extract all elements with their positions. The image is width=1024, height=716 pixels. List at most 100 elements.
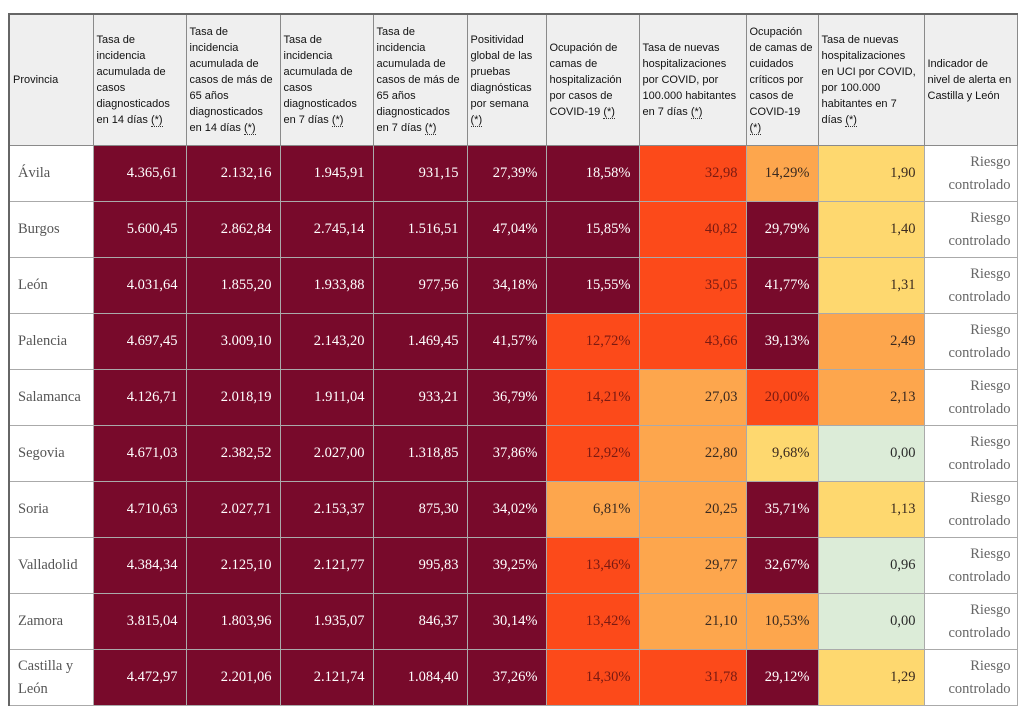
footnote-link[interactable]: (*): [243, 122, 256, 135]
indicator-cell: 12,92%: [545, 425, 640, 482]
indicator-cell: 0,00: [817, 425, 925, 482]
indicator-cell: 2.201,06: [185, 649, 281, 706]
indicator-cell: 2.121,77: [279, 537, 374, 594]
table-row: Salamanca 4.126,71 2.018,19 1.911,04 933,21 3…: [8, 369, 1018, 426]
indicator-cell: 6,81%: [545, 481, 640, 538]
indicator-cell: 13,46%: [545, 537, 640, 594]
alert-level-cell: Riesgo controlado: [923, 257, 1018, 314]
indicator-cell: 4.697,45: [92, 313, 187, 370]
alert-level-cell: Riesgo controlado: [923, 369, 1018, 426]
indicator-cell: 1.945,91: [279, 145, 374, 202]
indicator-cell: 29,12%: [745, 649, 819, 706]
alert-level-cell: Riesgo controlado: [923, 313, 1018, 370]
indicator-cell: 1.935,07: [279, 593, 374, 650]
footnote-link[interactable]: (*): [331, 114, 344, 127]
alert-level-cell: Riesgo controlado: [923, 481, 1018, 538]
indicator-cell: 1.803,96: [185, 593, 281, 650]
indicator-cell: 0,96: [817, 537, 925, 594]
indicator-cell: 47,04%: [466, 201, 547, 258]
footnote-link[interactable]: (*): [749, 122, 762, 135]
column-header-label: Tasa de incidencia acumulada de casos di…: [96, 34, 170, 126]
column-header: Positividad global de las pruebas diagnó…: [466, 13, 547, 146]
indicator-cell: 41,57%: [466, 313, 547, 370]
table-row: Zamora 3.815,04 1.803,96 1.935,07 846,37 30,1…: [8, 593, 1018, 650]
indicator-cell: 12,72%: [545, 313, 640, 370]
footnote-link[interactable]: (*): [424, 122, 437, 135]
footnote-link[interactable]: (*): [845, 114, 857, 127]
indicator-cell: 1,13: [817, 481, 925, 538]
indicator-cell: 22,80: [638, 425, 747, 482]
column-header: Tasa de incidencia acumulada de casos di…: [279, 13, 374, 146]
table-row: Palencia 4.697,45 3.009,10 2.143,20 1.469,45…: [8, 313, 1018, 370]
indicator-cell: 2.862,84: [185, 201, 281, 258]
province-cell: Soria: [8, 481, 94, 538]
indicator-cell: 4.671,03: [92, 425, 187, 482]
column-header: Tasa de incidencia acumulada de casos de…: [372, 13, 468, 146]
alert-level-cell: Riesgo controlado: [923, 201, 1018, 258]
table-row: León 4.031,64 1.855,20 1.933,88 977,56 34,18%…: [8, 257, 1018, 314]
indicator-cell: 2.143,20: [279, 313, 374, 370]
indicator-cell: 5.600,45: [92, 201, 187, 258]
indicator-cell: 2.018,19: [185, 369, 281, 426]
indicator-cell: 14,29%: [745, 145, 819, 202]
column-header: Tasa de nuevas hospitalizaciones en UCI …: [817, 13, 925, 146]
column-header: Provincia: [8, 13, 94, 146]
footnote-link[interactable]: (*): [470, 114, 483, 127]
column-header: Ocupación de camas de cuidados críticos …: [745, 13, 819, 146]
indicator-cell: 14,21%: [545, 369, 640, 426]
indicator-cell: 34,02%: [466, 481, 547, 538]
indicator-cell: 4.126,71: [92, 369, 187, 426]
column-header-label: Tasa de incidencia acumulada de casos de…: [189, 26, 273, 134]
indicator-cell: 41,77%: [745, 257, 819, 314]
province-cell: Castilla y León: [8, 649, 94, 706]
province-cell: Valladolid: [8, 537, 94, 594]
indicator-cell: 4.472,97: [92, 649, 187, 706]
footnote-link[interactable]: (*): [603, 106, 615, 119]
indicator-cell: 29,77: [638, 537, 747, 594]
indicator-cell: 2.153,37: [279, 481, 374, 538]
indicator-cell: 32,67%: [745, 537, 819, 594]
indicator-cell: 875,30: [372, 481, 468, 538]
indicator-cell: 4.710,63: [92, 481, 187, 538]
indicator-cell: 846,37: [372, 593, 468, 650]
indicator-cell: 18,58%: [545, 145, 640, 202]
province-cell: Zamora: [8, 593, 94, 650]
indicator-cell: 21,10: [638, 593, 747, 650]
province-cell: Ávila: [8, 145, 94, 202]
column-header-label: Tasa de incidencia acumulada de casos di…: [283, 34, 357, 126]
indicator-cell: 27,39%: [466, 145, 547, 202]
alert-level-cell: Riesgo controlado: [923, 649, 1018, 706]
indicator-cell: 2.125,10: [185, 537, 281, 594]
alert-level-cell: Riesgo controlado: [923, 537, 1018, 594]
indicator-cell: 1.855,20: [185, 257, 281, 314]
column-header-label: Tasa de nuevas hospitalizaciones en UCI …: [821, 34, 916, 126]
indicator-cell: 1.469,45: [372, 313, 468, 370]
indicator-cell: 2,13: [817, 369, 925, 426]
indicator-cell: 15,55%: [545, 257, 640, 314]
column-header: Tasa de incidencia acumulada de casos di…: [92, 13, 187, 146]
indicator-cell: 2.132,16: [185, 145, 281, 202]
alert-level-cell: Riesgo controlado: [923, 593, 1018, 650]
indicator-cell: 995,83: [372, 537, 468, 594]
indicator-cell: 1.933,88: [279, 257, 374, 314]
indicator-cell: 1,90: [817, 145, 925, 202]
indicator-cell: 39,25%: [466, 537, 547, 594]
indicator-cell: 4.384,34: [92, 537, 187, 594]
indicator-cell: 2.027,00: [279, 425, 374, 482]
header-row: Provincia Tasa de incidencia acumulada de…: [8, 13, 1018, 146]
column-header: Tasa de incidencia acumulada de casos de…: [185, 13, 281, 146]
column-header-label: Indicador de nivel de alerta en Castilla…: [927, 58, 1012, 102]
footnote-link[interactable]: (*): [150, 114, 163, 127]
indicator-cell: 10,53%: [745, 593, 819, 650]
indicator-cell: 37,86%: [466, 425, 547, 482]
footnote-link[interactable]: (*): [690, 106, 703, 119]
indicator-cell: 1.318,85: [372, 425, 468, 482]
indicator-cell: 1,31: [817, 257, 925, 314]
indicator-cell: 4.365,61: [92, 145, 187, 202]
indicator-cell: 1.516,51: [372, 201, 468, 258]
table-row: Castilla y León 4.472,97 2.201,06 2.121,74 1…: [8, 649, 1018, 706]
table-row: Segovia 4.671,03 2.382,52 2.027,00 1.318,85 3…: [8, 425, 1018, 482]
covid-indicators-table: Provincia Tasa de incidencia acumulada de…: [8, 13, 1018, 706]
province-cell: León: [8, 257, 94, 314]
indicator-cell: 2,49: [817, 313, 925, 370]
